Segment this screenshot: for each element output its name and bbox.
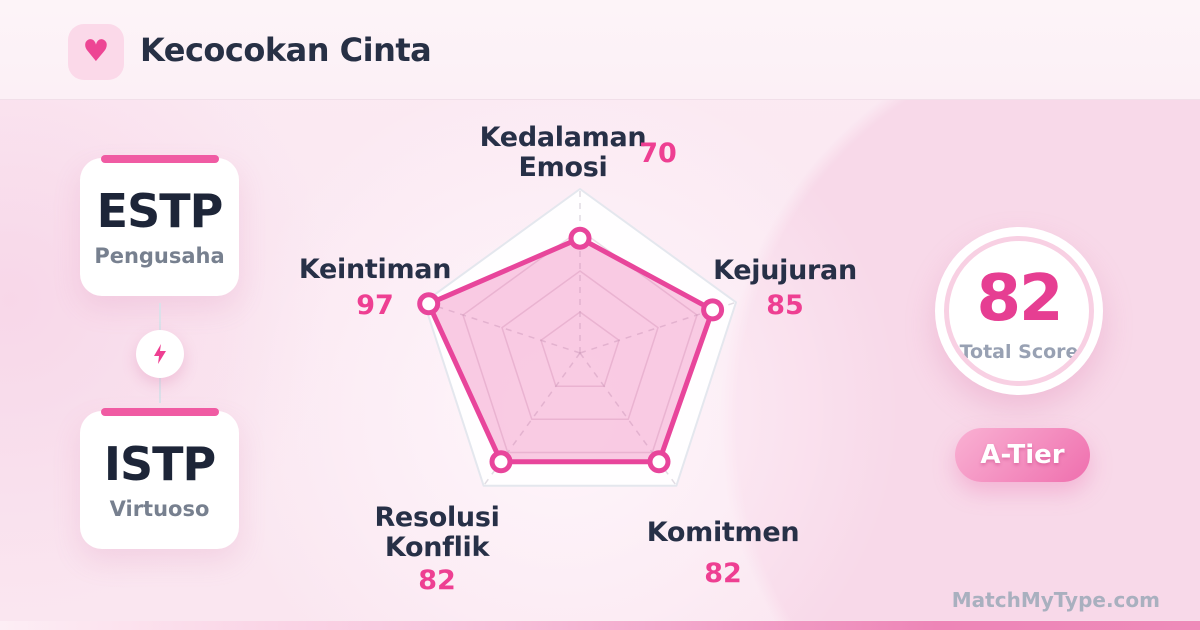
axis-label-keintiman: Keintiman bbox=[298, 254, 452, 285]
bottom-accent-bar bbox=[0, 621, 1200, 630]
person2-type: ISTP bbox=[103, 437, 216, 492]
watermark: MatchMyType.com bbox=[951, 588, 1160, 612]
header: ♥ Kecocokan Cinta bbox=[0, 0, 1200, 100]
card-accent-bar bbox=[100, 155, 219, 163]
person2-nickname: Virtuoso bbox=[109, 496, 210, 521]
axis-label-resolusi-konflik: Resolusi Konflik bbox=[374, 502, 500, 563]
card-accent-bar bbox=[100, 408, 219, 416]
person1-nickname: Pengusaha bbox=[94, 243, 225, 268]
axis-label-komitmen: Komitmen bbox=[646, 517, 800, 548]
lightning-bolt-icon bbox=[154, 344, 166, 364]
total-score-circle: 82 Total Score bbox=[935, 227, 1103, 395]
person2-card: ISTP Virtuoso bbox=[80, 408, 239, 549]
axis-value-kejujuran: 85 bbox=[766, 290, 804, 321]
axis-value-komitmen: 82 bbox=[704, 558, 742, 589]
axis-label-kejujuran: Kejujuran bbox=[713, 255, 857, 286]
axis-value-kedalaman-emosi: 70 bbox=[639, 138, 677, 169]
person1-card: ESTP Pengusaha bbox=[80, 155, 239, 296]
axis-value-resolusi-konflik: 82 bbox=[418, 565, 456, 596]
radar-chart bbox=[417, 188, 737, 487]
axis-value-keintiman: 97 bbox=[356, 290, 394, 321]
axis-label-kedalaman-emosi: Kedalaman Emosi bbox=[479, 122, 647, 183]
person1-type: ESTP bbox=[96, 184, 224, 239]
page-title: Kecocokan Cinta bbox=[140, 31, 432, 69]
heart-icon-box: ♥ bbox=[68, 24, 124, 80]
connector-circle bbox=[136, 330, 184, 378]
score-ring bbox=[944, 236, 1094, 386]
heart-icon: ♥ bbox=[82, 34, 110, 69]
tier-badge: A-Tier bbox=[955, 428, 1090, 482]
